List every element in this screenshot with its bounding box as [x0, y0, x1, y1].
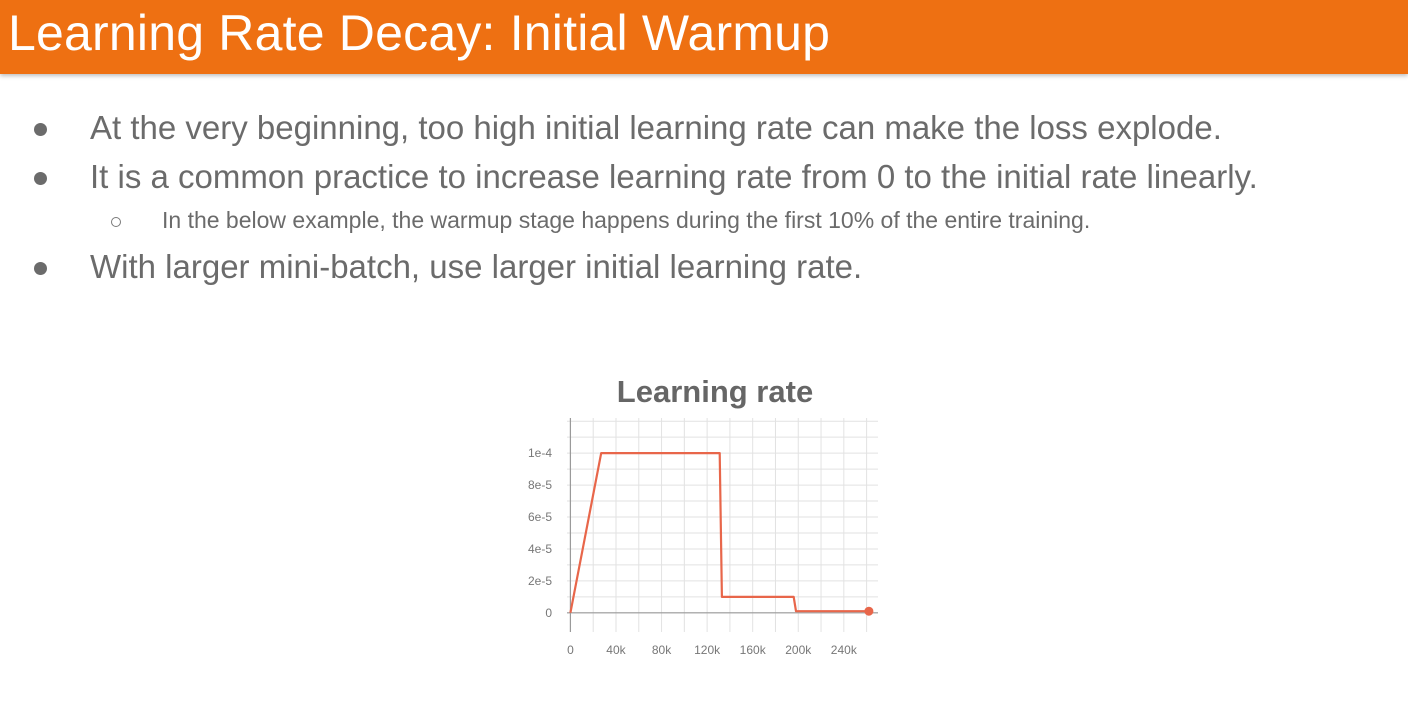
sub-bullet-ring	[111, 217, 121, 227]
bullet-dot	[34, 172, 47, 185]
series-end-point	[864, 606, 874, 616]
x-tick-label: 0	[567, 643, 574, 657]
x-tick-label: 240k	[831, 643, 858, 657]
x-tick-label: 160k	[740, 643, 767, 657]
series-line	[569, 452, 869, 614]
y-tick-label: 0	[545, 606, 552, 620]
y-tick-label: 4e-5	[528, 542, 552, 556]
bullet-item-2: It is a common practice to increase lear…	[90, 158, 1258, 195]
bullet-dot	[34, 123, 47, 136]
x-tick-label: 200k	[785, 643, 812, 657]
y-tick-label: 1e-4	[528, 446, 552, 460]
sub-bullet-item: In the below example, the warmup stage h…	[162, 207, 1091, 233]
x-tick-label: 40k	[606, 643, 626, 657]
chart-title: Learning rate	[616, 374, 814, 409]
y-tick-label: 2e-5	[528, 574, 552, 588]
bullet-dot	[34, 262, 47, 275]
y-tick-label: 6e-5	[528, 510, 552, 524]
bullet-item-1: At the very beginning, too high initial …	[90, 109, 1222, 146]
x-tick-label: 120k	[694, 643, 721, 657]
slide-title: Learning Rate Decay: Initial Warmup	[8, 5, 831, 61]
bullet-item-3: With larger mini-batch, use larger initi…	[90, 248, 863, 285]
x-tick-label: 80k	[652, 643, 672, 657]
y-tick-label: 8e-5	[528, 478, 552, 492]
title-bar: Learning Rate Decay: Initial Warmup	[0, 0, 1408, 74]
